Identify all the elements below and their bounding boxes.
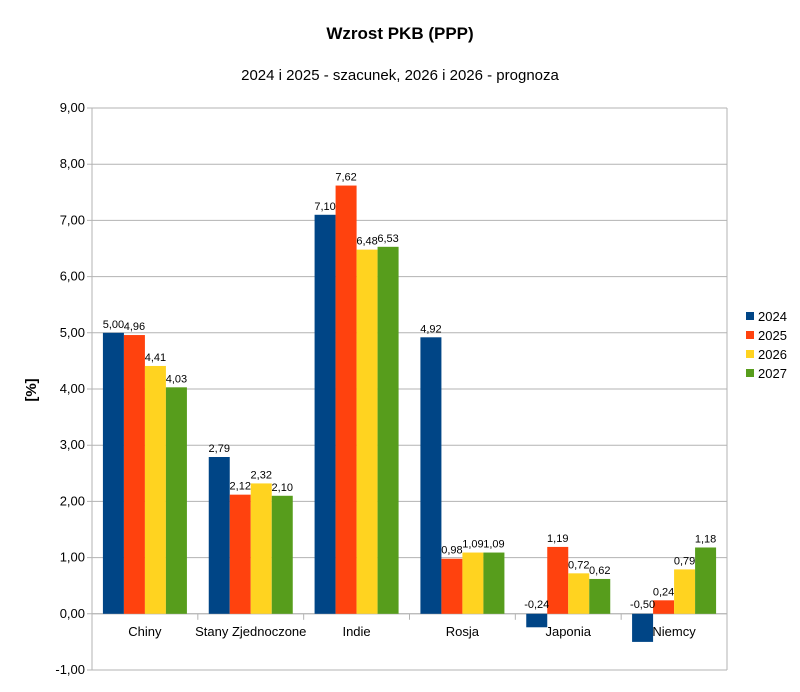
data-label: 4,96	[124, 321, 145, 333]
bar	[695, 547, 717, 614]
bar	[229, 494, 251, 614]
y-tick-label: 8,00	[60, 156, 85, 171]
category-label: Rosja	[446, 624, 480, 639]
bar	[674, 569, 696, 614]
data-label: 7,10	[314, 201, 335, 213]
legend-label: 2025	[758, 328, 787, 343]
legend-label: 2024	[758, 309, 787, 324]
legend-swatch	[746, 312, 754, 320]
legend-label: 2026	[758, 347, 787, 362]
data-label: 2,10	[272, 482, 293, 494]
data-label: 0,72	[568, 559, 589, 571]
grid-lines	[87, 107, 728, 671]
category-label: Indie	[342, 624, 370, 639]
chart-subtitle: 2024 i 2025 - szacunek, 2026 i 2026 - pr…	[241, 67, 559, 84]
y-axis-label: [%]	[23, 378, 40, 401]
data-label: 0,62	[589, 565, 610, 577]
bar	[102, 332, 124, 614]
y-axis-ticks: -1,00 0,00 1,00 2,00 3,00 4,00 5,00 6,00 7,00 8,0…	[55, 100, 85, 677]
legend-label: 2027	[758, 366, 787, 381]
y-tick-label: 9,00	[60, 100, 85, 115]
data-label: 1,18	[695, 533, 716, 545]
data-label: 4,41	[145, 352, 166, 364]
bar	[653, 600, 675, 614]
bar	[441, 558, 463, 614]
bars	[102, 185, 717, 642]
bar	[335, 185, 357, 614]
data-label: 6,53	[377, 233, 398, 245]
legend: 2024 2025 2026 2027	[746, 309, 787, 381]
category-label: Niemcy	[652, 624, 696, 639]
data-label: 2,12	[230, 481, 251, 493]
bar	[123, 335, 145, 614]
y-tick-label: 7,00	[60, 212, 85, 227]
y-tick-label: -1,00	[55, 662, 85, 677]
data-label: 6,48	[356, 236, 377, 248]
bar	[526, 613, 548, 628]
data-labels: 5,00 4,96 4,414,03 2,79 2,122,322,10 7,10 7,62…	[103, 172, 717, 611]
legend-swatch	[746, 369, 754, 377]
data-label: 1,19	[547, 533, 568, 545]
bar	[568, 573, 590, 614]
data-label: 2,32	[251, 469, 272, 481]
data-label: 4,92	[420, 323, 441, 335]
category-label: Stany Zjednoczone	[195, 624, 306, 639]
data-label: 5,00	[103, 319, 124, 331]
data-label: 0,24	[653, 586, 674, 598]
data-label: 2,79	[209, 443, 230, 455]
y-tick-label: 6,00	[60, 269, 85, 284]
category-label: Japonia	[545, 624, 591, 639]
category-label: Chiny	[128, 624, 162, 639]
bar	[144, 365, 166, 614]
y-tick-label: 1,00	[60, 550, 85, 565]
y-tick-label: 4,00	[60, 381, 85, 396]
y-tick-label: 0,00	[60, 606, 85, 621]
bar	[377, 246, 399, 614]
bar	[462, 552, 484, 614]
data-label: -0,24	[524, 599, 549, 611]
data-label: 4,03	[166, 373, 187, 385]
bar	[314, 214, 336, 614]
data-label: 0,79	[674, 555, 695, 567]
bar	[483, 552, 505, 614]
bar	[271, 495, 293, 614]
data-label: 1,09	[462, 539, 483, 551]
legend-swatch	[746, 331, 754, 339]
data-label: -0,50	[630, 599, 655, 611]
bar	[165, 387, 187, 614]
legend-swatch	[746, 350, 754, 358]
bar	[589, 578, 611, 614]
bar	[420, 337, 442, 614]
data-label: 1,09	[483, 539, 504, 551]
category-labels: Chiny Stany Zjednoczone Indie Rosja Japonia N…	[128, 624, 696, 639]
data-label: 7,62	[335, 172, 356, 184]
y-tick-label: 2,00	[60, 493, 85, 508]
bar	[208, 457, 230, 614]
chart-title: Wzrost PKB (PPP)	[326, 24, 473, 43]
data-label: 0,98	[441, 545, 462, 557]
y-tick-label: 3,00	[60, 437, 85, 452]
y-tick-label: 5,00	[60, 325, 85, 340]
bar	[356, 249, 378, 614]
bar	[632, 613, 654, 642]
bar	[547, 546, 569, 614]
bar	[250, 483, 272, 614]
